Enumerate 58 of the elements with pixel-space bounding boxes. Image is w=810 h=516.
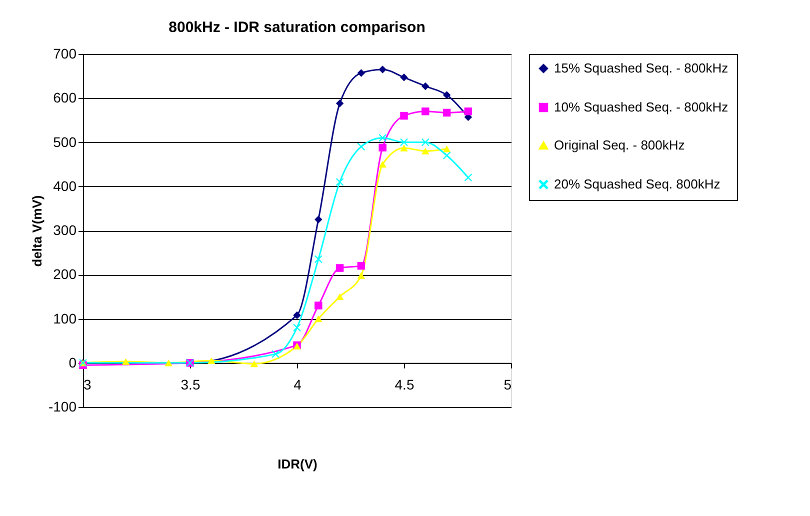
legend-label: 15% Squashed Seq. - 800kHz [554, 60, 728, 76]
point [400, 138, 408, 146]
y-tick-label: 700 [53, 46, 77, 62]
x-tick-label: 3 [84, 376, 92, 392]
point [422, 82, 430, 90]
point [400, 144, 408, 152]
point [250, 360, 258, 368]
y-tick-label: 0 [68, 354, 77, 370]
point [442, 108, 451, 117]
y-tick-label: 600 [53, 90, 77, 106]
y-tick-label: 500 [53, 134, 77, 150]
point [314, 315, 322, 322]
point [357, 272, 366, 279]
point [336, 100, 344, 108]
point [400, 112, 408, 120]
y-axis-title: delta V(mV) [29, 195, 44, 267]
x-axis-title: IDR(V) [278, 456, 318, 472]
point [378, 160, 386, 168]
legend-label: Original Seq. - 800kHz [554, 138, 685, 152]
point [122, 358, 130, 365]
point [357, 69, 366, 77]
y-tick-label: 200 [53, 266, 77, 282]
point [293, 311, 301, 320]
point [378, 144, 386, 152]
x-tick-label: 3.5 [180, 376, 200, 392]
point [314, 302, 322, 310]
point [336, 178, 344, 186]
point [422, 148, 430, 154]
point [336, 293, 344, 300]
x-tick-label: 4.5 [394, 376, 414, 392]
point [442, 146, 451, 152]
point [422, 138, 430, 146]
legend-label: 20% Squashed Seq. 800kHz [554, 176, 720, 192]
point [464, 107, 472, 116]
point [464, 174, 472, 182]
legend-label: 10% Squashed Seq. - 800kHz [554, 100, 728, 114]
point [442, 91, 451, 99]
point [378, 66, 386, 74]
y-tick-label: -100 [48, 398, 77, 414]
point [400, 74, 408, 82]
point [336, 264, 344, 272]
point [357, 262, 366, 270]
y-tick-label: 100 [53, 310, 77, 326]
point [208, 357, 216, 364]
y-tick-label: 300 [53, 222, 77, 238]
point [378, 134, 386, 142]
point [272, 350, 280, 358]
point [314, 216, 322, 224]
x-tick-label: 5 [504, 376, 512, 392]
point [357, 142, 366, 151]
point [314, 255, 322, 264]
chart-title: 800kHz - IDR saturation comparison [168, 19, 426, 36]
point [442, 152, 451, 160]
x-tick-label: 4 [294, 376, 302, 392]
y-tick-label: 400 [53, 178, 77, 194]
point [164, 360, 172, 366]
point [422, 107, 430, 116]
point [293, 324, 301, 332]
